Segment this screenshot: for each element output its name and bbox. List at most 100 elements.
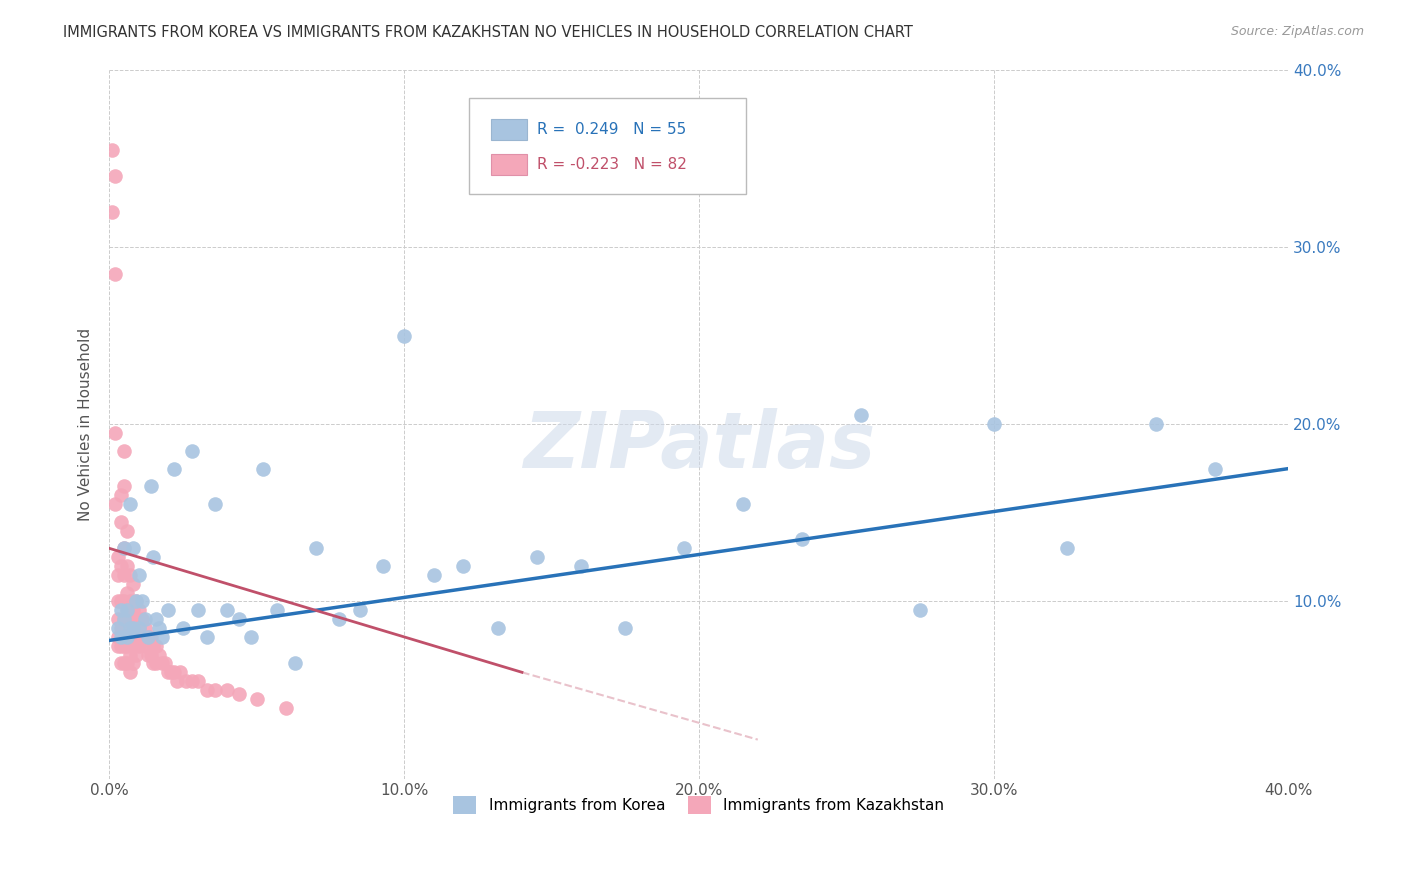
Point bbox=[1144, 417, 1167, 432]
Point bbox=[101, 143, 124, 157]
FancyBboxPatch shape bbox=[468, 98, 747, 194]
Point bbox=[107, 621, 129, 635]
Point bbox=[349, 603, 371, 617]
Point bbox=[112, 443, 135, 458]
Point bbox=[160, 665, 183, 680]
Point bbox=[614, 621, 637, 635]
Point bbox=[104, 267, 127, 281]
Point bbox=[134, 621, 156, 635]
Point bbox=[107, 567, 129, 582]
Point bbox=[180, 674, 202, 689]
Point bbox=[115, 621, 138, 635]
Point bbox=[169, 665, 191, 680]
Point bbox=[104, 426, 127, 441]
Point bbox=[790, 533, 813, 547]
Point bbox=[142, 657, 165, 671]
Text: R =  0.249   N = 55: R = 0.249 N = 55 bbox=[537, 122, 686, 137]
FancyBboxPatch shape bbox=[491, 154, 527, 175]
Point bbox=[228, 612, 250, 626]
Point bbox=[148, 648, 170, 662]
Point bbox=[1204, 461, 1226, 475]
Point bbox=[110, 621, 132, 635]
Point bbox=[136, 630, 159, 644]
Point bbox=[204, 497, 226, 511]
Point bbox=[274, 700, 297, 714]
Point bbox=[131, 612, 153, 626]
Text: ZIPatlas: ZIPatlas bbox=[523, 408, 875, 483]
Point bbox=[486, 621, 509, 635]
Point bbox=[150, 657, 173, 671]
Point bbox=[134, 612, 156, 626]
Point bbox=[121, 576, 143, 591]
Point bbox=[125, 612, 148, 626]
Point bbox=[115, 585, 138, 599]
Point bbox=[118, 665, 141, 680]
Point bbox=[180, 443, 202, 458]
Point bbox=[673, 541, 696, 556]
Point bbox=[163, 461, 186, 475]
Point bbox=[139, 630, 162, 644]
Point bbox=[118, 630, 141, 644]
Point bbox=[142, 639, 165, 653]
Point bbox=[304, 541, 326, 556]
Point bbox=[115, 657, 138, 671]
Point bbox=[112, 639, 135, 653]
Legend: Immigrants from Korea, Immigrants from Kazakhstan: Immigrants from Korea, Immigrants from K… bbox=[447, 789, 950, 821]
Point bbox=[392, 328, 415, 343]
Point bbox=[128, 567, 150, 582]
Text: Source: ZipAtlas.com: Source: ZipAtlas.com bbox=[1230, 25, 1364, 38]
Text: R = -0.223   N = 82: R = -0.223 N = 82 bbox=[537, 157, 688, 172]
Point bbox=[107, 612, 129, 626]
Point bbox=[110, 603, 132, 617]
Point bbox=[112, 541, 135, 556]
Point bbox=[125, 648, 148, 662]
Point bbox=[195, 683, 218, 698]
Point bbox=[569, 559, 592, 574]
Point bbox=[246, 691, 269, 706]
Point bbox=[373, 559, 395, 574]
Point bbox=[125, 630, 148, 644]
Point bbox=[187, 603, 209, 617]
Point bbox=[125, 594, 148, 608]
Point bbox=[110, 594, 132, 608]
Point bbox=[451, 559, 474, 574]
Point bbox=[284, 657, 307, 671]
Point bbox=[107, 550, 129, 565]
Point bbox=[131, 594, 153, 608]
Point bbox=[110, 515, 132, 529]
Text: IMMIGRANTS FROM KOREA VS IMMIGRANTS FROM KAZAKHSTAN NO VEHICLES IN HOUSEHOLD COR: IMMIGRANTS FROM KOREA VS IMMIGRANTS FROM… bbox=[63, 25, 912, 40]
Point bbox=[172, 621, 194, 635]
Point bbox=[148, 621, 170, 635]
Point bbox=[121, 621, 143, 635]
Point bbox=[110, 657, 132, 671]
Point bbox=[112, 541, 135, 556]
Point bbox=[110, 488, 132, 502]
Point bbox=[125, 594, 148, 608]
Point bbox=[115, 603, 138, 617]
Point bbox=[112, 479, 135, 493]
Point bbox=[121, 541, 143, 556]
Point bbox=[128, 603, 150, 617]
Point bbox=[107, 630, 129, 644]
Point bbox=[145, 612, 167, 626]
Point bbox=[228, 687, 250, 701]
Point bbox=[163, 665, 186, 680]
Point bbox=[128, 621, 150, 635]
Point bbox=[252, 461, 274, 475]
Point bbox=[115, 639, 138, 653]
Point bbox=[110, 639, 132, 653]
Point bbox=[136, 630, 159, 644]
Point bbox=[121, 639, 143, 653]
Point bbox=[139, 479, 162, 493]
Point bbox=[139, 648, 162, 662]
Point bbox=[112, 612, 135, 626]
Point bbox=[110, 559, 132, 574]
Point bbox=[107, 639, 129, 653]
Point bbox=[217, 603, 239, 617]
Point bbox=[118, 497, 141, 511]
Point bbox=[112, 594, 135, 608]
Point bbox=[983, 417, 1005, 432]
Point bbox=[104, 169, 127, 184]
Point bbox=[112, 612, 135, 626]
Point bbox=[128, 639, 150, 653]
